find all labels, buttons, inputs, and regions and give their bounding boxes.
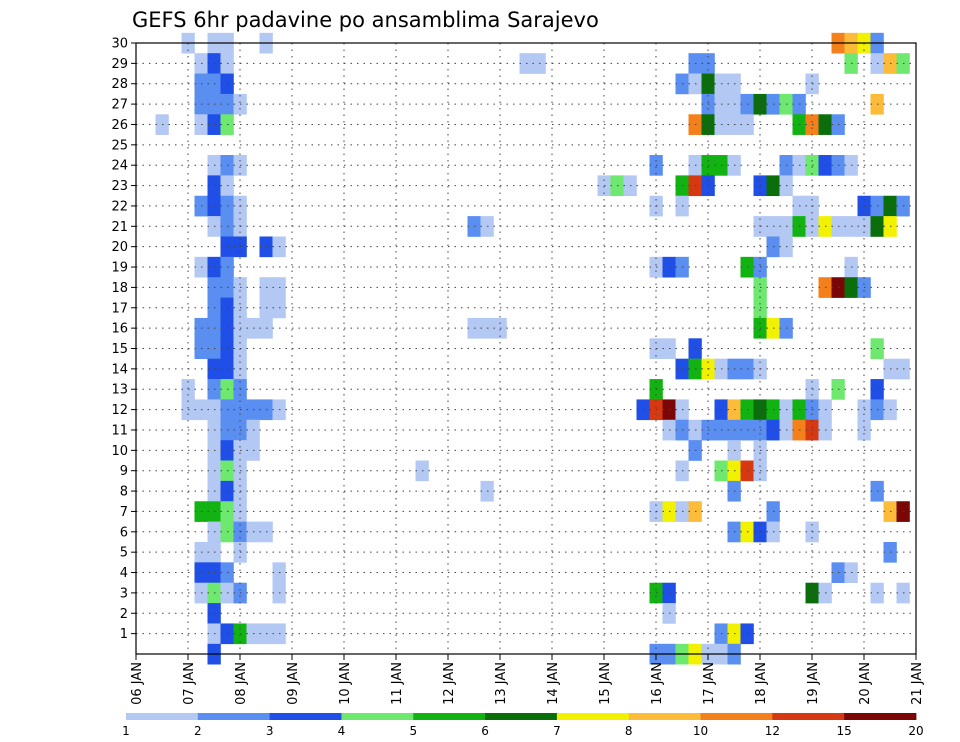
- y-tick-label: 4: [120, 566, 128, 581]
- y-tick-label: 1: [120, 627, 128, 642]
- y-tick-label: 7: [120, 505, 128, 520]
- legend-swatch: [556, 713, 630, 720]
- y-tick-label: 2: [120, 607, 128, 622]
- legend-swatch: [628, 713, 701, 720]
- y-tick-label: 8: [120, 485, 128, 500]
- legend-swatch: [269, 713, 342, 720]
- legend-label: 10: [693, 724, 708, 738]
- legend-swatch: [844, 713, 917, 720]
- color-legend: 1 2 3 4 5 6 7 8 10 12 15 20: [122, 713, 924, 738]
- y-tick-label: 18: [111, 281, 128, 296]
- y-tick-label: 22: [111, 199, 128, 214]
- x-tick-label: 09 JAN: [286, 662, 301, 705]
- x-tick-label: 13 JAN: [494, 662, 509, 705]
- legend-swatch: [485, 713, 558, 720]
- x-tick-label: 17 JAN: [702, 662, 717, 705]
- y-tick-label: 28: [111, 77, 128, 92]
- legend-label: 6: [481, 724, 489, 738]
- x-tick-label: 12 JAN: [442, 662, 457, 705]
- y-tick-label: 27: [111, 98, 128, 113]
- y-tick-label: 14: [111, 362, 128, 377]
- x-tick-label: 20 JAN: [858, 662, 873, 705]
- y-tick-label: 29: [111, 57, 128, 72]
- legend-label: 20: [908, 724, 923, 738]
- x-tick-label: 18 JAN: [754, 662, 769, 705]
- x-tick-label: 19 JAN: [806, 662, 821, 705]
- y-tick-label: 24: [111, 159, 128, 174]
- y-tick-label: 17: [111, 301, 128, 316]
- x-tick-label: 07 JAN: [182, 662, 197, 705]
- legend-swatch: [700, 713, 773, 720]
- axes: 1234567891011121314151617181920212223242…: [111, 37, 925, 705]
- legend-label: 7: [553, 724, 561, 738]
- legend-swatch: [341, 713, 414, 720]
- y-tick-label: 3: [120, 586, 128, 601]
- y-tick-label: 23: [111, 179, 128, 194]
- legend-label: 5: [409, 724, 417, 738]
- y-tick-label: 19: [111, 261, 128, 276]
- y-tick-label: 30: [111, 37, 128, 52]
- legend-label: 3: [266, 724, 274, 738]
- x-tick-label: 14 JAN: [546, 662, 561, 705]
- x-tick-label: 11 JAN: [390, 662, 405, 705]
- x-tick-label: 08 JAN: [234, 662, 249, 705]
- y-tick-label: 10: [111, 444, 128, 459]
- x-tick-label: 10 JAN: [338, 662, 353, 705]
- x-tick-label: 21 JAN: [910, 662, 925, 705]
- legend-swatch: [413, 713, 486, 720]
- legend-label: 1: [122, 724, 130, 738]
- legend-label: 4: [338, 724, 346, 738]
- x-tick-label: 15 JAN: [598, 662, 613, 705]
- chart-title: GEFS 6hr padavine po ansamblima Sarajevo: [132, 8, 599, 32]
- x-tick-label: 16 JAN: [650, 662, 665, 705]
- legend-label: 12: [765, 724, 780, 738]
- y-tick-label: 25: [111, 138, 128, 153]
- y-tick-label: 6: [120, 525, 128, 540]
- y-tick-label: 26: [111, 118, 128, 133]
- y-tick-label: 15: [111, 342, 128, 357]
- x-tick-label: 06 JAN: [130, 662, 145, 705]
- legend-label: 2: [194, 724, 202, 738]
- y-tick-label: 9: [120, 464, 128, 479]
- legend-label: 8: [625, 724, 633, 738]
- legend-swatch: [197, 713, 271, 720]
- y-tick-label: 20: [111, 240, 128, 255]
- y-tick-label: 13: [111, 383, 128, 398]
- legend-swatch: [772, 713, 845, 720]
- y-tick-label: 16: [111, 322, 128, 337]
- legend-label: 15: [837, 724, 852, 738]
- legend-swatch: [126, 713, 199, 720]
- y-tick-label: 21: [111, 220, 128, 235]
- y-tick-label: 12: [111, 403, 128, 418]
- y-tick-label: 5: [120, 546, 128, 561]
- y-tick-label: 11: [111, 423, 128, 438]
